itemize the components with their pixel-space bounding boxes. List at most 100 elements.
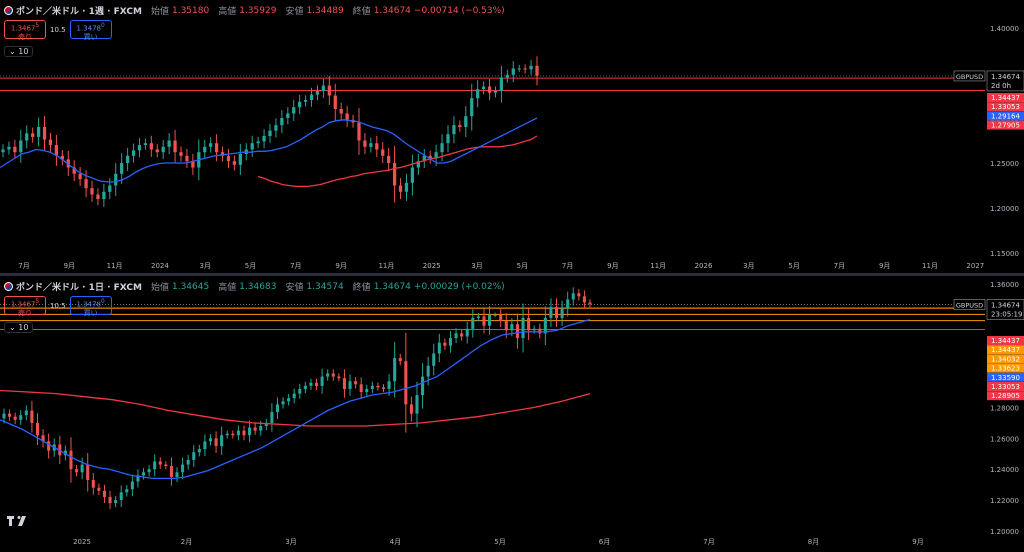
candle-body: [365, 388, 369, 393]
candle-body: [42, 127, 47, 140]
gbpusd-flag-icon: [4, 6, 13, 15]
x-tick-label: 9月: [335, 262, 346, 270]
buy-price: 1.3478: [76, 24, 101, 33]
candle-body: [191, 161, 195, 168]
candle-body: [303, 100, 308, 102]
indicator-collapse-button[interactable]: ⌄ 10: [4, 322, 34, 333]
y-tick-label: 1.26000: [990, 435, 1019, 443]
candle-body: [179, 152, 183, 156]
candle-body: [1, 149, 5, 153]
x-tick-label: 5月: [788, 262, 799, 270]
spread-value: 10.5: [50, 301, 66, 310]
candle-body: [499, 314, 503, 322]
daily-header: ポンド／米ドル · 1日 · FXCM 始値 1.34645 高値 1.34683 …: [4, 280, 505, 293]
candle-body: [161, 146, 165, 153]
candle-body: [125, 489, 129, 493]
daily-chart-pane[interactable]: 1.360001.340001.320001.300001.280001.260…: [0, 276, 1024, 552]
daily-chart-canvas[interactable]: 1.360001.340001.320001.300001.280001.260…: [0, 276, 1024, 552]
candle-body: [529, 65, 533, 70]
candle-body: [25, 133, 29, 141]
x-tick-label: 5月: [517, 262, 528, 270]
price-label-box: [987, 372, 1024, 382]
candle-body: [381, 387, 386, 389]
candle-body: [387, 155, 391, 163]
candle-body: [421, 376, 425, 396]
candle-body: [35, 422, 40, 436]
high-value: 1.35929: [239, 5, 277, 16]
candle-body: [523, 68, 527, 70]
candle-body: [315, 91, 320, 95]
x-tick-label: 3月: [285, 538, 296, 546]
slow-ma-line: [0, 389, 591, 427]
candle-body: [410, 167, 415, 183]
sell-label: 売り: [18, 33, 32, 42]
last-price-box: [986, 70, 1024, 92]
fast-ma-line: [0, 117, 538, 183]
x-tick-label: 9月: [64, 262, 75, 270]
candle-body: [292, 393, 296, 399]
x-tick-label: 6月: [599, 538, 610, 546]
close-label: 終値: [352, 283, 371, 293]
indicator-collapse-button[interactable]: ⌄ 10: [4, 46, 34, 57]
price-label: 1.33590: [991, 374, 1020, 382]
price-label-box: [987, 120, 1024, 130]
candle-body: [185, 155, 189, 162]
candle-body: [517, 68, 521, 70]
candle-body: [102, 191, 106, 199]
y-tick-label: 1.24000: [990, 466, 1019, 474]
buy-button[interactable]: 1.34780 買い: [69, 296, 112, 317]
candle-body: [232, 161, 237, 165]
candle-body: [446, 134, 450, 144]
candle-body: [554, 307, 559, 318]
candle-body: [437, 342, 441, 354]
weekly-trade-panel: 1.34675 売り 10.5 1.34780 買い: [4, 20, 112, 42]
candle-body: [458, 125, 462, 127]
symbol-tag-box: [953, 70, 986, 82]
candle-body: [36, 127, 41, 137]
candle-body: [432, 353, 436, 366]
sell-button[interactable]: 1.34675 売り: [4, 20, 46, 42]
candle-body: [2, 413, 6, 419]
weekly-chart-canvas[interactable]: 1.400001.350001.300001.250001.200001.150…: [0, 0, 1024, 274]
y-tick-label: 1.22000: [990, 497, 1019, 505]
candle-body: [47, 441, 51, 451]
candle-body: [345, 113, 349, 120]
candle-body: [452, 125, 456, 135]
candle-body: [409, 404, 413, 414]
price-label: 1.29164: [991, 112, 1020, 120]
x-tick-label: 11月: [922, 262, 938, 270]
candle-body: [476, 316, 480, 318]
candle-body: [143, 143, 148, 145]
candle-body: [192, 452, 196, 460]
candle-body: [426, 365, 430, 377]
candle-body: [19, 140, 23, 153]
candle-body: [333, 95, 337, 109]
x-tick-label: 8月: [808, 538, 819, 546]
candle-body: [31, 133, 35, 137]
buy-price-sup: 0: [100, 299, 105, 305]
candle-body: [571, 293, 575, 300]
candle-body: [13, 146, 17, 153]
symbol-title[interactable]: ポンド／米ドル · 1日 · FXCM: [16, 283, 142, 293]
candle-body: [141, 472, 146, 476]
pane-divider[interactable]: [0, 273, 1024, 276]
candle-body: [331, 373, 335, 377]
candle-body: [440, 143, 444, 153]
buy-button[interactable]: 1.34780 買い: [69, 20, 112, 41]
candle-body: [208, 438, 213, 442]
symbol-tag-box: [953, 299, 986, 310]
candle-body: [566, 299, 570, 309]
weekly-chart-pane[interactable]: 1.400001.350001.300001.250001.200001.150…: [0, 0, 1024, 274]
symbol-title[interactable]: ポンド／米ドル · 1週 · FXCM: [16, 7, 142, 17]
slow-ma-line: [257, 135, 538, 188]
sell-button[interactable]: 1.34675 売り: [4, 296, 46, 317]
x-tick-label: 9月: [879, 262, 890, 270]
price-label: 1.27905: [991, 122, 1020, 130]
x-tick-label: 11月: [378, 262, 394, 270]
price-label: 1.34032: [991, 355, 1020, 363]
high-value: 1.34683: [239, 281, 277, 292]
candle-body: [214, 143, 219, 153]
x-tick-label: 7月: [834, 262, 845, 270]
candle-body: [392, 163, 397, 186]
price-label-box: [987, 111, 1024, 121]
